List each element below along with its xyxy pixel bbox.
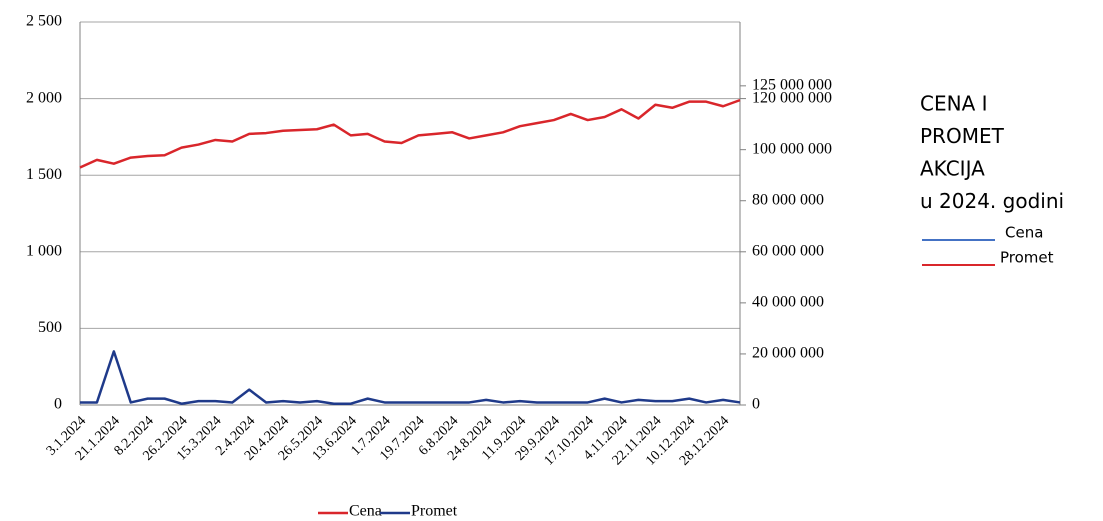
y2-tick-label: 125 000 000	[752, 77, 832, 94]
y-tick-label: 1 000	[26, 242, 62, 259]
y-tick-label: 500	[38, 319, 62, 336]
y2-tick-label: 120 000 000	[752, 89, 832, 106]
series-line	[80, 350, 741, 405]
chart-title: u 2024. godini	[920, 189, 1064, 213]
y-tick-label: 2 000	[26, 89, 62, 106]
y2-tick-label: 20 000 000	[752, 345, 824, 362]
y2-tick-label: 80 000 000	[752, 191, 824, 208]
chart-title: CENA I	[920, 92, 988, 116]
y-tick-label: 0	[54, 396, 62, 413]
chart-title: PROMET	[920, 124, 1005, 148]
y2-tick-label: 0	[752, 396, 760, 413]
y-tick-label: 1 500	[26, 166, 62, 183]
y2-tick-label: 60 000 000	[752, 242, 824, 259]
y2-tick-label: 40 000 000	[752, 294, 824, 311]
side-legend-label: Cena	[1005, 224, 1043, 242]
y-tick-label: 2 500	[26, 13, 62, 30]
legend-label: Cena	[349, 503, 382, 520]
legend-label: Promet	[411, 503, 458, 520]
side-legend-label: Promet	[1000, 249, 1054, 267]
series-line	[79, 98, 741, 169]
y2-tick-label: 100 000 000	[752, 140, 832, 157]
chart-title: AKCIJA	[920, 157, 985, 181]
